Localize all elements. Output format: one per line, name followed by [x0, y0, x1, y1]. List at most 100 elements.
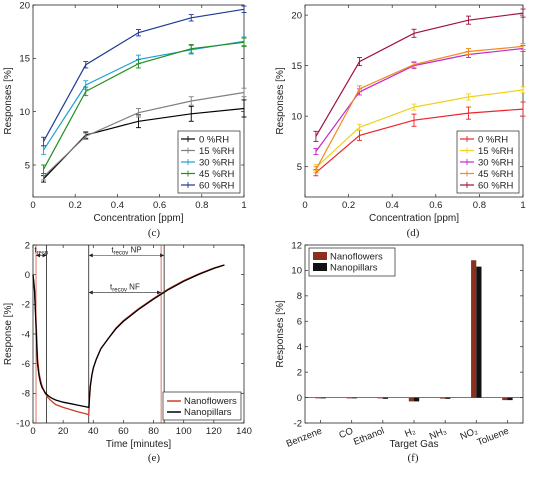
legend-label: Nanoflowers — [184, 396, 237, 407]
x-tick-label: 40 — [88, 426, 99, 437]
y-tick-label: 5 — [297, 162, 302, 173]
error-bar — [466, 15, 471, 25]
y-tick-label: 2 — [297, 367, 302, 378]
chart-c: 5 10 15 20 0 0.2 0.4 0.6 0.8 1 Concentration [ppm]… — [3, 0, 247, 239]
bar-nanoflowers — [315, 397, 321, 399]
error-bar — [188, 105, 194, 122]
bar-nanoflowers — [439, 397, 446, 399]
span-label-main: t — [110, 282, 113, 291]
error-bar — [83, 86, 89, 97]
error-bar — [136, 108, 141, 118]
span-label-suffix: NF — [127, 282, 140, 291]
series-line — [315, 12, 524, 137]
span-label-sub: recov — [114, 250, 129, 256]
error-bar — [41, 136, 47, 147]
legend-swatch — [313, 263, 327, 271]
y-tick-label: 20 — [19, 0, 30, 11]
x-axis-label: Concentration [ppm] — [369, 213, 459, 224]
x-tick-label: 1 — [241, 200, 246, 211]
error-bar — [41, 164, 47, 174]
y-tick-label: 12 — [291, 240, 302, 251]
panel-label: (c) — [148, 227, 161, 239]
x-axis-label: Target Gas — [390, 439, 439, 450]
error-bar — [188, 44, 194, 54]
legend-label: 15 %RH — [478, 146, 514, 157]
error-bar — [411, 28, 417, 38]
x-tick-label: 0.2 — [69, 200, 82, 211]
bar-nanopillars — [476, 266, 482, 398]
y-tick-label: 4 — [297, 342, 302, 353]
arrow-head — [157, 290, 162, 295]
y-tick-label: 15 — [291, 61, 302, 72]
x-tick-label: 20 — [58, 426, 69, 437]
legend-label: 45 %RH — [199, 169, 235, 180]
error-bar — [466, 93, 471, 101]
bar-nanoflowers — [346, 397, 352, 399]
legend-label: 60 %RH — [478, 180, 514, 191]
x-category-label: Toluene — [476, 426, 511, 449]
arrow-head — [36, 253, 41, 258]
y-tick-label: -2 — [294, 418, 302, 429]
error-bar — [241, 99, 247, 118]
y-tick-label: -10 — [16, 418, 30, 429]
error-bar — [466, 48, 471, 55]
x-tick-label: 0.4 — [386, 200, 399, 211]
span-label-suffix: NP — [128, 245, 141, 254]
y-tick-label: 0 — [25, 270, 30, 281]
x-axis-label: Time [minutes] — [106, 439, 171, 450]
error-bar — [241, 37, 247, 48]
y-tick-label: 0 — [297, 393, 302, 404]
error-bar — [520, 86, 526, 94]
time-span-label: tresp — [34, 245, 49, 256]
span-label-sub: recov — [112, 287, 127, 293]
error-bar — [188, 14, 194, 22]
error-bar — [411, 113, 417, 127]
legend-label: 0 %RH — [478, 134, 508, 145]
error-bar — [136, 29, 141, 37]
error-bar — [313, 166, 319, 174]
y-tick-label: 2 — [25, 240, 30, 251]
bar-nanopillars — [414, 397, 420, 402]
y-axis-label: Responses [%] — [3, 67, 14, 134]
x-tick-label: 60 — [118, 426, 129, 437]
legend-label: 0 %RH — [199, 134, 229, 145]
panel-label: (f) — [408, 452, 419, 464]
legend-label: 60 %RH — [199, 180, 235, 191]
x-tick-label: 140 — [236, 426, 252, 437]
error-bar — [241, 5, 247, 13]
error-bar — [357, 85, 362, 93]
span-label-main: t — [111, 245, 114, 254]
y-tick-label: -2 — [22, 300, 30, 311]
series-line-nanopillars — [32, 264, 225, 409]
legend-label: Nanopillars — [184, 407, 232, 418]
x-tick-label: 0 — [302, 200, 307, 211]
error-bar — [357, 57, 362, 67]
error-bar — [520, 42, 526, 50]
y-tick-label: 10 — [19, 107, 30, 118]
bar-nanopillars — [351, 397, 357, 399]
legend-label: Nanopillars — [330, 263, 378, 274]
legend-label: Nanoflowers — [330, 252, 383, 263]
bar-nanopillars — [507, 397, 513, 401]
arrow-head — [160, 253, 165, 258]
legend-label: 30 %RH — [199, 157, 235, 168]
span-label-sub: resp — [37, 250, 49, 256]
x-tick-label: 80 — [148, 426, 159, 437]
x-category-label: CO — [338, 426, 355, 442]
error-bar — [83, 132, 89, 140]
y-tick-label: -4 — [22, 329, 30, 340]
bar-nanopillars — [320, 397, 326, 399]
x-tick-label: 100 — [176, 426, 192, 437]
y-tick-label: 20 — [291, 10, 302, 21]
x-category-label: Ethanol — [352, 426, 386, 448]
y-axis-label: Responses [%] — [275, 300, 286, 367]
y-tick-label: 15 — [19, 54, 30, 65]
chart-d: 5 10 15 20 0 0.2 0.4 0.6 0.8 1 Concentration [ppm]… — [275, 4, 526, 239]
x-category-label: Benzene — [285, 426, 324, 450]
arrow-head — [88, 253, 93, 258]
error-bar — [520, 101, 526, 117]
